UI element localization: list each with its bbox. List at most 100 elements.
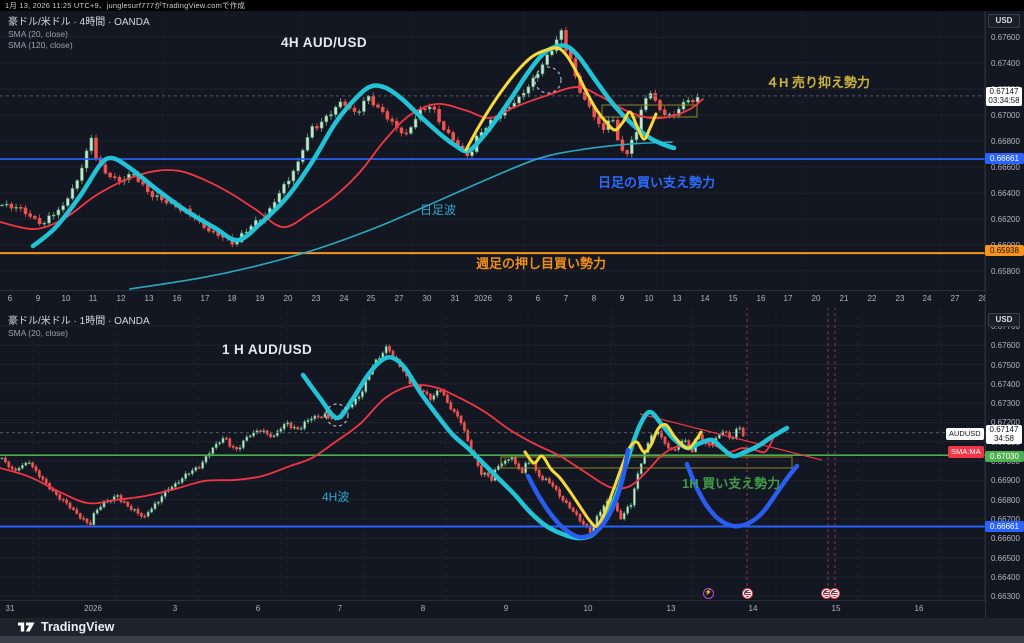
- us-flag-event-icon[interactable]: [742, 588, 753, 599]
- chart-title-1h: 1 H AUD/USD: [222, 342, 313, 357]
- bar-countdown-4h: 03:34:58: [988, 95, 1020, 105]
- last-price-value-4h: 0.67147: [989, 87, 1019, 96]
- x-axis-tick-label: 6: [255, 604, 261, 613]
- y-axis-tick-label: 0.67500: [991, 360, 1020, 370]
- x-axis-tick-label: 12: [116, 294, 126, 303]
- x-axis-tick-label: 28: [978, 294, 988, 303]
- x-axis-tick-label: 15: [831, 604, 841, 613]
- annotation-weekly-dip-buy: 週足の押し目買い勢力: [476, 256, 607, 271]
- tradingview-footer-bar: TradingView: [0, 618, 1024, 636]
- x-axis-tick-label: 11: [88, 294, 98, 303]
- x-axis-tick-label: 24: [339, 294, 349, 303]
- indicator-sma20-1h[interactable]: SMA (20, close): [8, 328, 68, 338]
- bottom-window-strip: [0, 636, 1024, 643]
- x-axis-tick-label: 7: [337, 604, 343, 613]
- last-price-value-1h: 0.67147: [989, 425, 1019, 434]
- x-axis-tick-label: 22: [867, 294, 877, 303]
- x-axis-tick-label: 14: [748, 604, 758, 613]
- x-axis-tick-label: 27: [394, 294, 404, 303]
- symbol-title-1h[interactable]: 豪ドル/米ドル · 1時間 · OANDA: [8, 316, 150, 327]
- x-axis-tick-label: 20: [283, 294, 293, 303]
- indicator-sma120-4h[interactable]: SMA (120, close): [8, 40, 73, 50]
- x-axis-tick-label: 6: [535, 294, 541, 303]
- y-axis-tick-label: 0.66800: [991, 495, 1020, 505]
- currency-toggle-4h[interactable]: USD: [988, 14, 1020, 28]
- x-axis-tick-label: 3: [507, 294, 513, 303]
- annotation-1h-buy-support: 1H 買い支え勢力: [682, 476, 781, 491]
- us-flag-icon: [744, 590, 751, 597]
- volatility-event-icon[interactable]: ⚡: [703, 588, 714, 599]
- x-axis-tick-label: 30: [422, 294, 432, 303]
- us-flag-event-icon[interactable]: [829, 588, 840, 599]
- y-axis-tick-label: 0.67600: [991, 33, 1020, 43]
- x-axis-tick-label: 27: [950, 294, 960, 303]
- x-axis-tick-label: 31: [5, 604, 15, 613]
- last-price-label-1h: 0.67147 34:58: [986, 425, 1022, 444]
- snapshot-attribution-bar: 1月 13, 2026 11:25 UTC+9、junglesurf777がTr…: [0, 0, 1024, 11]
- snapshot-attribution-text: 1月 13, 2026 11:25 UTC+9、junglesurf777がTr…: [5, 1, 246, 10]
- y-axis-tick-label: 0.66700: [991, 514, 1020, 524]
- y-axis-tick-label: 0.67000: [991, 111, 1020, 121]
- x-axis-tick-label: 16: [172, 294, 182, 303]
- sma-tag-1h: SMA:MA: [948, 446, 984, 458]
- chart-title-4h: 4H AUD/USD: [281, 35, 368, 50]
- x-axis-tick-label: 9: [619, 294, 625, 303]
- annotation-daily-buy-support: 日足の買い支え勢力: [598, 175, 716, 190]
- y-axis-tick-label: 0.66400: [991, 572, 1020, 582]
- tradingview-logo-icon[interactable]: [18, 621, 35, 633]
- us-flag-icon: [831, 590, 838, 597]
- x-axis-tick-label: 13: [672, 294, 682, 303]
- x-axis-tick-label: 10: [583, 604, 593, 613]
- x-axis-tick-label: 21: [839, 294, 849, 303]
- price-scale-1h[interactable]: 0.677000.676000.675000.674000.673000.672…: [985, 308, 1024, 618]
- y-axis-tick-label: 0.66200: [991, 215, 1020, 225]
- x-axis-tick-label: 16: [756, 294, 766, 303]
- x-axis-tick-label: 10: [644, 294, 654, 303]
- y-axis-tick-label: 0.67600: [991, 341, 1020, 351]
- annotation-4h-wave: 4H波: [322, 490, 350, 504]
- legend-4h[interactable]: 豪ドル/米ドル · 4時間 · OANDA SMA (20, close) SM…: [8, 13, 150, 50]
- x-axis-tick-label: 20: [811, 294, 821, 303]
- level-label-blue-4h: 0.66661: [985, 153, 1024, 164]
- y-axis-tick-label: 0.67400: [991, 379, 1020, 389]
- level-label-orange-4h: 0.65938: [985, 245, 1024, 256]
- legend-1h[interactable]: 豪ドル/米ドル · 1時間 · OANDA SMA (20, close): [8, 312, 150, 338]
- indicator-sma20-4h[interactable]: SMA (20, close): [8, 29, 68, 39]
- y-axis-tick-label: 0.66400: [991, 189, 1020, 199]
- x-axis-tick-label: 23: [311, 294, 321, 303]
- x-axis-tick-label: 17: [783, 294, 793, 303]
- annotation-4h-sell-pressure: ４H 売り抑え勢力: [766, 75, 871, 90]
- level-label-blue-1h: 0.66661: [985, 521, 1024, 532]
- annotation-daily-wave: 日足波: [420, 203, 457, 217]
- y-axis-tick-label: 0.67300: [991, 399, 1020, 409]
- x-axis-tick-label: 2026: [84, 604, 102, 613]
- x-axis-tick-label: 13: [666, 604, 676, 613]
- us-flag-icon: [823, 590, 830, 597]
- y-axis-tick-label: 0.66300: [991, 592, 1020, 602]
- y-axis-tick-label: 0.66500: [991, 553, 1020, 563]
- bar-countdown-1h: 34:58: [993, 433, 1015, 443]
- y-axis-tick-label: 0.66800: [991, 137, 1020, 147]
- time-axis-1h[interactable]: 31 2026 3 6 7 8 9 10 13 14 15 16: [0, 600, 985, 618]
- x-axis-tick-label: 19: [255, 294, 265, 303]
- x-axis-tick-label: 8: [591, 294, 597, 303]
- currency-toggle-1h[interactable]: USD: [988, 313, 1020, 327]
- x-axis-tick-label: 10: [61, 294, 71, 303]
- x-axis-tick-label: 25: [366, 294, 376, 303]
- y-axis-tick-label: 0.66600: [991, 163, 1020, 173]
- x-axis-tick-label: 15: [728, 294, 738, 303]
- tradingview-brand-text[interactable]: TradingView: [41, 620, 115, 634]
- y-axis-tick-label: 0.66900: [991, 476, 1020, 486]
- x-axis-tick-label: 2026: [474, 294, 492, 303]
- x-axis-tick-label: 3: [172, 604, 178, 613]
- x-axis-tick-label: 14: [700, 294, 710, 303]
- x-axis-tick-label: 31: [450, 294, 460, 303]
- x-axis-tick-label: 24: [922, 294, 932, 303]
- time-axis-4h[interactable]: 6 9 10 11 12 13 16 17 18 19 20 23 24 25 27 30 31 2026 3 6 7 8…: [0, 290, 988, 308]
- symbol-title-4h[interactable]: 豪ドル/米ドル · 4時間 · OANDA: [8, 17, 150, 28]
- last-price-label-4h: 0.67147 03:34:58: [986, 87, 1022, 106]
- y-axis-tick-label: 0.65800: [991, 267, 1020, 277]
- x-axis-tick-label: 18: [227, 294, 237, 303]
